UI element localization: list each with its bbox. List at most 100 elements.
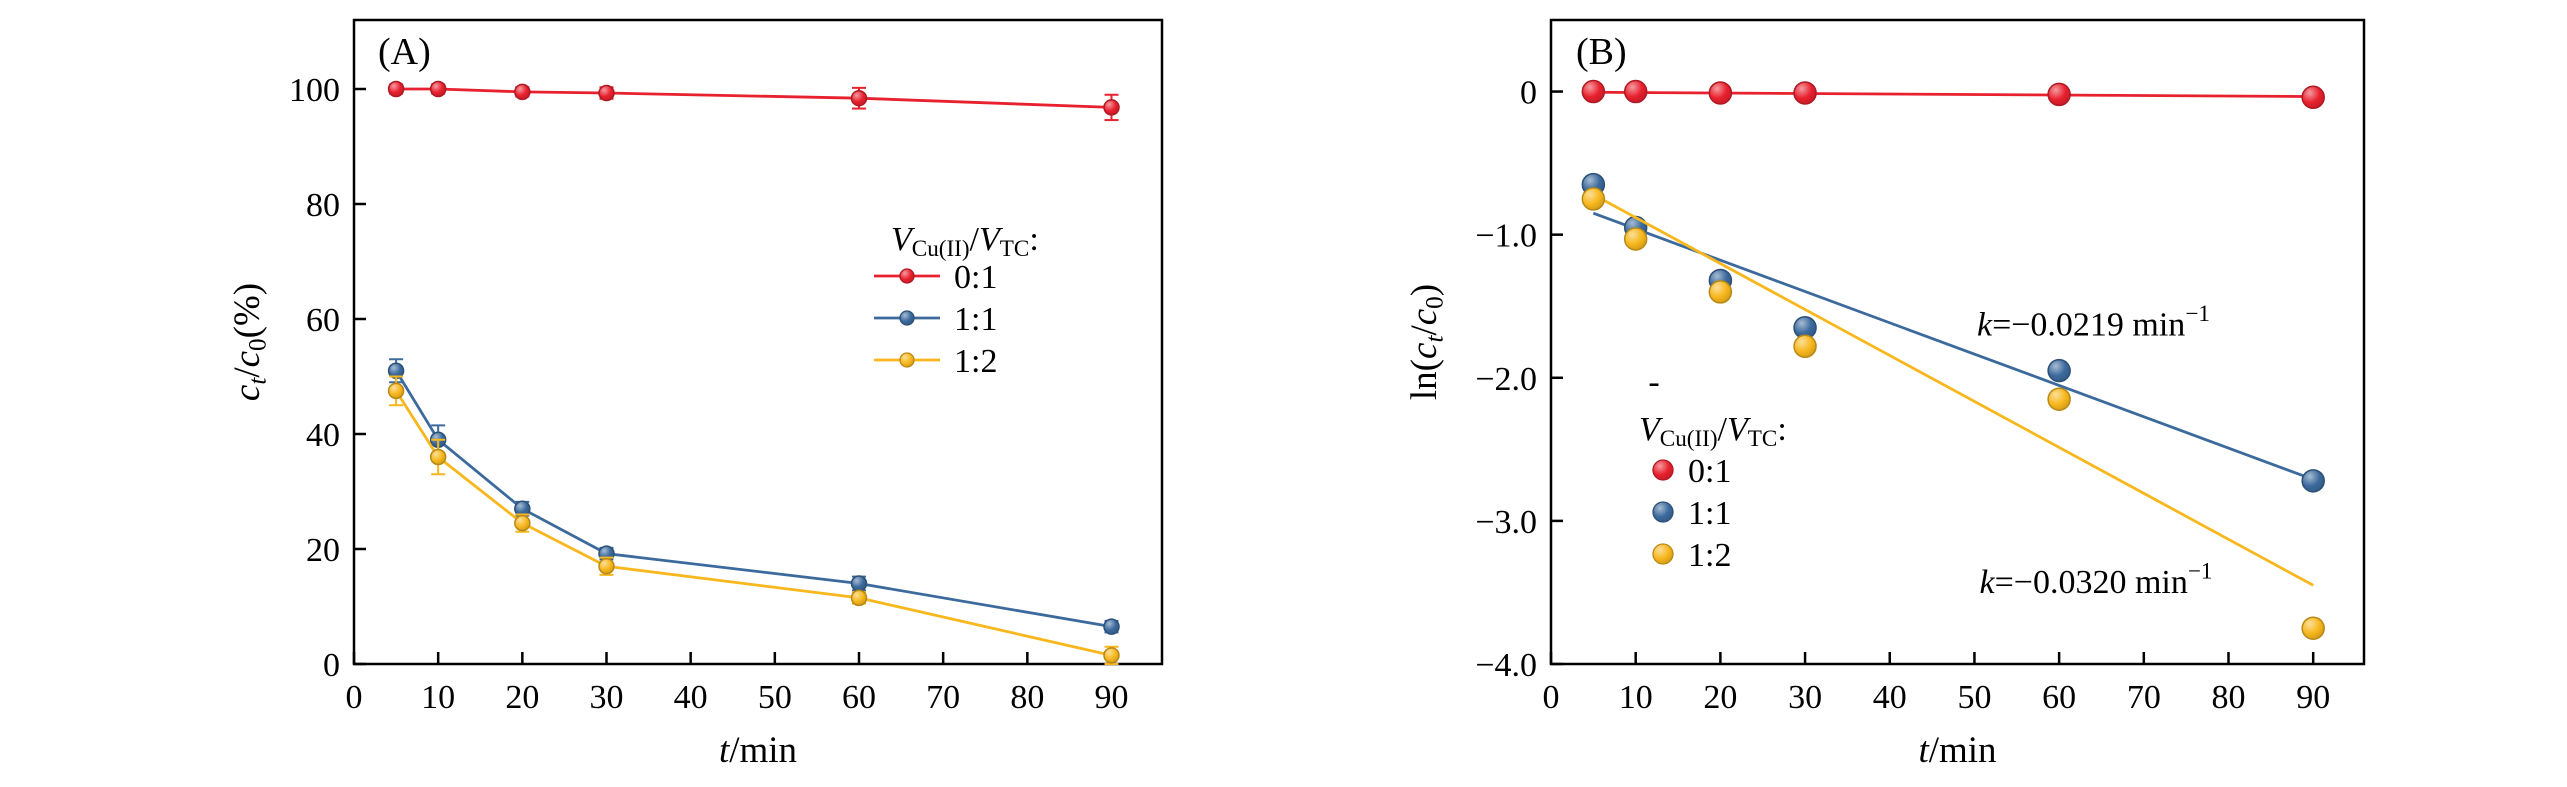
y-axis-label: ct/c0(%)	[227, 283, 272, 401]
x-tick-label: 50	[758, 679, 792, 716]
y-tick-label: 20	[306, 532, 340, 569]
legend: VCu(II)/VTC:0:1 1:1 1:2	[1639, 411, 1787, 574]
data-point	[429, 80, 447, 98]
y-tick-label: 80	[306, 187, 340, 224]
x-tick-label: 10	[421, 679, 455, 716]
legend-label: 0:1	[1688, 453, 1731, 490]
x-axis-label: t/min	[1918, 730, 1996, 771]
data-point	[850, 589, 868, 607]
y-axis: 0 −1.0 −2.0 −3.0 −4.0	[1475, 75, 1563, 684]
panel-a: 0 10 20 30 40 50 60 70 80 90 0 20 40 60 80 100 t/min ct/c…	[227, 18, 1164, 771]
fit-line	[1592, 193, 2314, 587]
y-tick-label: 60	[306, 302, 340, 339]
x-tick-label: 80	[2212, 679, 2246, 716]
data-point	[1708, 81, 1733, 105]
legend-entry-0-1: 0:1	[874, 259, 997, 296]
y-tick-label: 0	[1520, 75, 1537, 112]
y-tick-label: −2.0	[1475, 361, 1537, 398]
legend-marker	[1652, 501, 1674, 523]
y-tick-label: 100	[289, 72, 340, 109]
panel-label: (B)	[1576, 31, 1627, 73]
x-tick-label: 50	[1957, 679, 1991, 716]
x-tick-label: 0	[1543, 679, 1560, 716]
x-tick-label: 80	[1010, 679, 1044, 716]
data-point	[1581, 187, 1606, 211]
y-axis: 0 20 40 60 80 100	[289, 72, 366, 684]
legend-marker	[1652, 459, 1674, 481]
legend-entry-1-1: 1:1	[874, 301, 997, 338]
legend-marker	[899, 310, 915, 326]
data-point	[1623, 79, 1648, 104]
data-point	[2047, 387, 2071, 411]
x-tick-label: 30	[590, 679, 624, 716]
data-point	[514, 514, 531, 532]
plot-box	[352, 18, 1164, 666]
legend-marker	[899, 268, 915, 284]
data-point	[1708, 280, 1733, 304]
x-tick-label: 40	[674, 679, 708, 716]
legend-entry-1-2: 1:2	[1652, 537, 1731, 574]
data-point	[850, 89, 868, 107]
series-1-2	[387, 375, 1120, 665]
series-0-1	[1581, 79, 2325, 110]
panel-label: (A)	[378, 31, 431, 73]
annotation: k=−0.0320 min−1	[1980, 559, 2213, 601]
data-point	[1103, 99, 1120, 116]
data-line	[394, 390, 1112, 657]
annotation: k=−0.0219 min−1	[1977, 301, 2210, 343]
series-1-1	[387, 358, 1120, 635]
data-point	[2301, 616, 2325, 640]
legend-entry-0-1: 0:1	[1652, 453, 1731, 490]
legend-marker	[1652, 543, 1674, 565]
legend-label: 1:2	[1688, 537, 1731, 574]
x-tick-label: 60	[842, 679, 876, 716]
x-tick-label: 90	[1095, 679, 1129, 716]
data-point	[850, 575, 868, 592]
x-tick-label: 20	[505, 679, 539, 716]
legend-title: VCu(II)/VTC:	[891, 221, 1039, 262]
x-axis-label: t/min	[719, 730, 797, 771]
x-axis: 0 10 20 30 40 50 60 70 80 90	[1543, 652, 2330, 716]
data-point	[1103, 618, 1120, 635]
legend-marker	[899, 352, 915, 368]
data-point	[1581, 79, 1606, 104]
data-point	[598, 84, 615, 102]
x-tick-label: 40	[1873, 679, 1907, 716]
legend-entry-1-1: 1:1	[1652, 495, 1731, 532]
data-point	[1623, 227, 1648, 251]
y-axis-label: ln(ct/c0)	[1404, 284, 1449, 400]
x-tick-label: 70	[2127, 679, 2161, 716]
y-tick-label: 40	[306, 417, 340, 454]
x-axis: 0 10 20 30 40 50 60 70 80 90	[346, 652, 1129, 716]
plot-box	[1549, 18, 2366, 666]
x-tick-label: 10	[1619, 679, 1653, 716]
annotation: -	[1648, 364, 1659, 401]
legend-label: 1:1	[1688, 495, 1731, 532]
data-point	[2301, 469, 2325, 493]
legend-label: 1:2	[954, 343, 997, 380]
data-line	[394, 370, 1112, 629]
data-point	[1793, 81, 1817, 105]
x-tick-label: 60	[2042, 679, 2076, 716]
legend-label: 1:1	[954, 301, 997, 338]
x-tick-label: 90	[2296, 679, 2330, 716]
legend-title: VCu(II)/VTC:	[1639, 411, 1787, 452]
data-point	[2047, 358, 2071, 383]
data-line	[396, 87, 1112, 109]
x-tick-label: 0	[346, 679, 363, 716]
panel-b: 0 10 20 30 40 50 60 70 80 90 0 −1.0 −2.0 −3.0 −4.0 t/mi…	[1404, 18, 2366, 771]
x-tick-label: 30	[1788, 679, 1822, 716]
fit-line	[1592, 211, 2314, 481]
x-tick-label: 20	[1703, 679, 1737, 716]
legend-label: 0:1	[954, 259, 997, 296]
data-point	[1103, 647, 1120, 664]
data-point	[387, 80, 405, 98]
y-tick-label: −4.0	[1475, 647, 1537, 684]
data-point	[2047, 82, 2071, 107]
data-point	[1793, 334, 1817, 359]
data-point	[387, 382, 405, 400]
y-tick-label: −1.0	[1475, 218, 1537, 255]
series-0-1	[387, 80, 1120, 122]
